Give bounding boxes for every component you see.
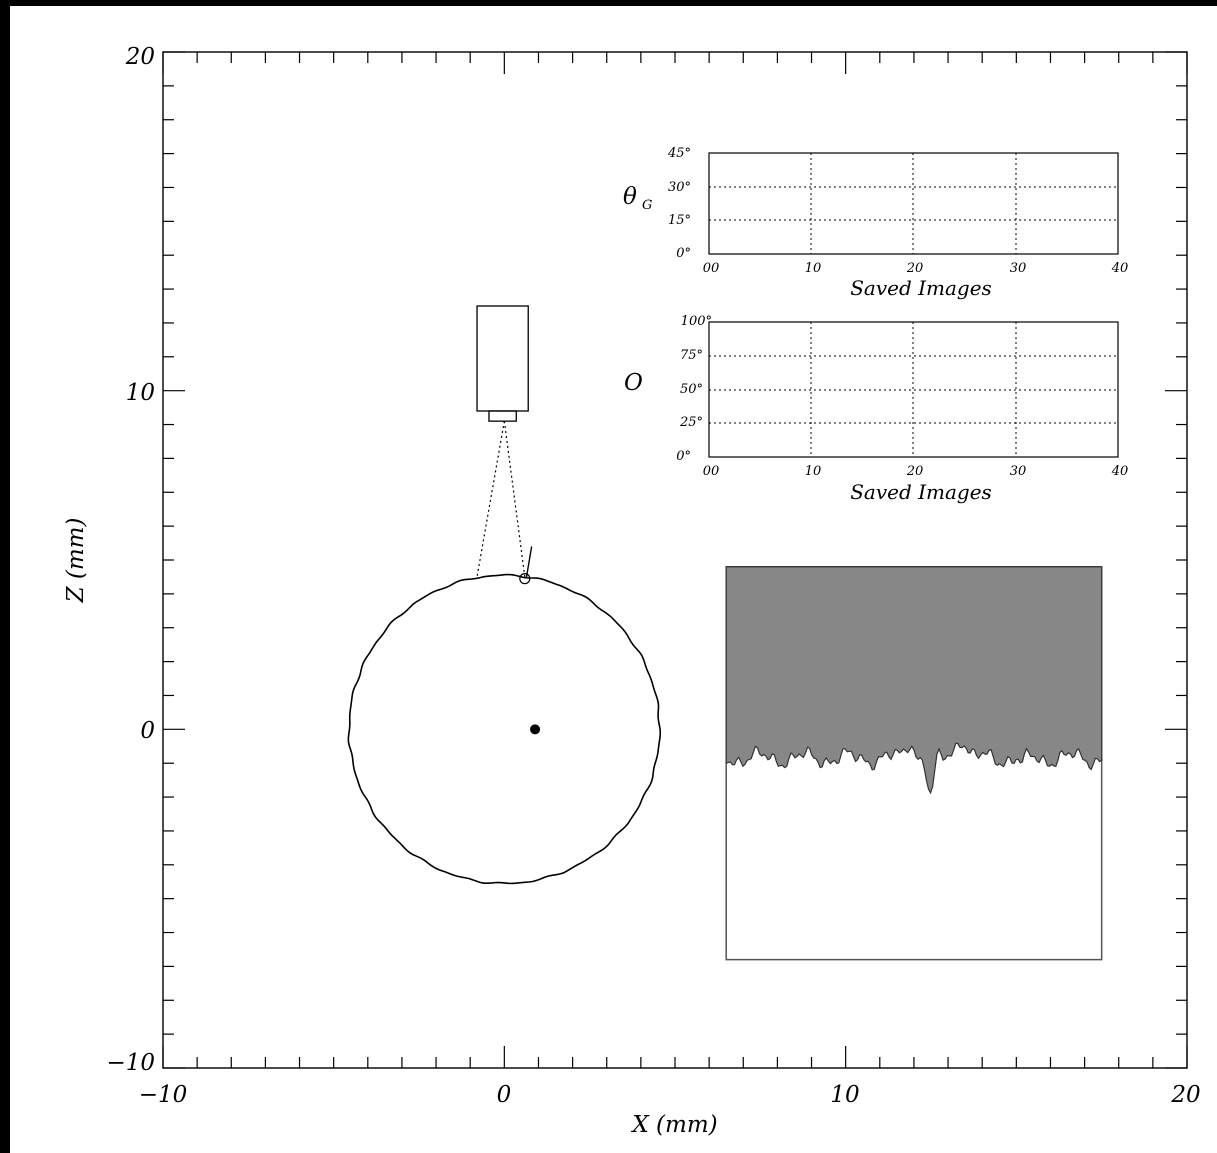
o-x-tick: 00: [703, 464, 720, 479]
view-cone-right: [503, 421, 526, 578]
sample-circle: [347, 573, 662, 885]
surface-profile: [725, 566, 1103, 795]
x-axis-title: X (mm): [630, 1112, 717, 1138]
o-y-tick: 100°: [681, 314, 712, 329]
center-point: [530, 724, 541, 735]
theta-inset: 45° 30° 15° 0° 00 10 20 30 40 Saved Imag…: [623, 146, 1128, 300]
camera-lens: [488, 410, 517, 422]
x-tick-label: 20: [1170, 1082, 1200, 1108]
x-tick-label: 10: [830, 1082, 859, 1108]
y-tick-label: 20: [125, 44, 155, 70]
o-x-tick: 10: [805, 464, 822, 479]
o-x-tick: 40: [1111, 464, 1129, 479]
y-tick-label: 0: [140, 718, 155, 744]
y-tick-label: −10: [106, 1050, 155, 1076]
theta-y-tick: 15°: [668, 213, 691, 228]
o-y-tick: 25°: [679, 415, 703, 430]
o-y-tick: 0°: [676, 449, 691, 464]
surface-marker: [519, 573, 531, 585]
needle: [525, 546, 533, 578]
o-x-axis-title: Saved Images: [850, 480, 992, 504]
theta-y-tick: 45°: [667, 146, 691, 161]
y-tick-label: 10: [126, 380, 155, 406]
theta-y-tick: 0°: [676, 246, 691, 261]
x-tick-label: 0: [497, 1082, 512, 1108]
o-y-tick: 50°: [680, 382, 703, 397]
main-axis-ticks: [162, 51, 1188, 1069]
x-tick-label: −10: [139, 1082, 188, 1108]
o-y-tick: 75°: [680, 348, 703, 363]
theta-y-axis-subscript: G: [642, 198, 652, 213]
theta-x-tick: 40: [1111, 261, 1129, 276]
theta-x-tick: 30: [1010, 261, 1027, 276]
theta-x-tick: 10: [805, 261, 822, 276]
view-cone-left: [476, 421, 505, 578]
o-x-tick: 20: [906, 464, 924, 479]
theta-y-tick: 30°: [668, 180, 691, 195]
o-y-axis-title: O: [624, 370, 643, 396]
theta-x-axis-title: Saved Images: [850, 276, 992, 300]
theta-x-tick: 00: [703, 261, 720, 276]
o-x-tick: 30: [1010, 464, 1027, 479]
theta-y-axis-title: θ: [623, 184, 637, 210]
y-axis-title: Z (mm): [63, 518, 89, 604]
theta-x-tick: 20: [906, 261, 924, 276]
o-inset: 100° 75° 50° 25° 0° 00 10 20 30 40 Saved…: [624, 314, 1128, 504]
